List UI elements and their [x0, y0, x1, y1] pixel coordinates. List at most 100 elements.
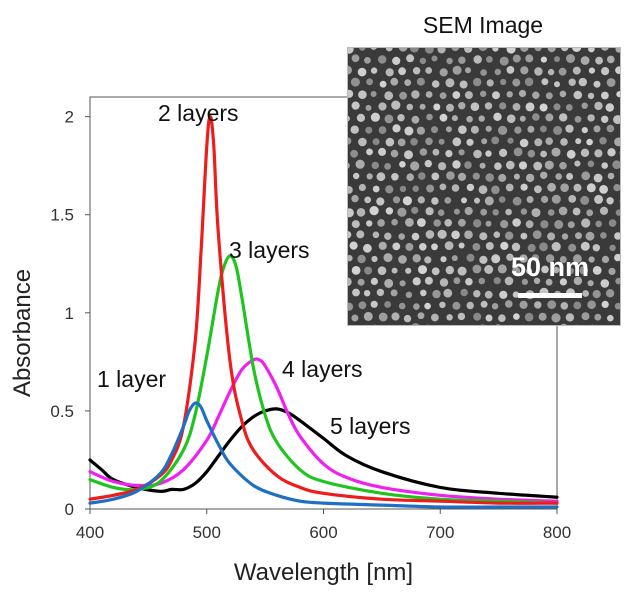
sem-particle [356, 113, 365, 122]
sem-particle [553, 103, 561, 111]
sem-particle [587, 160, 595, 168]
sem-particle [384, 232, 392, 240]
sem-particle [365, 104, 372, 111]
sem-particle [607, 55, 615, 64]
sem-particle [521, 278, 528, 285]
sem-particle [608, 219, 617, 227]
sem-particle [531, 208, 541, 218]
sem-particle [384, 114, 394, 124]
sem-particle [547, 300, 557, 309]
sem-particle [378, 126, 387, 134]
sem-particle [614, 137, 620, 147]
sem-particle [609, 244, 616, 251]
sem-particle [404, 150, 413, 160]
series-line-1 [88, 401, 559, 509]
sem-particle [458, 56, 466, 64]
sem-particle [601, 115, 609, 124]
sem-particle [551, 147, 561, 157]
sem-particle [480, 300, 488, 308]
sem-particle [431, 80, 440, 88]
sem-particle [452, 91, 461, 99]
sem-particle [348, 231, 352, 239]
sem-particle [385, 48, 393, 52]
sem-particle [458, 218, 466, 227]
sem-particle [424, 256, 432, 264]
sem-particle [356, 208, 366, 217]
sem-particle [614, 253, 620, 262]
sem-particle [397, 207, 407, 217]
sem-particle [459, 80, 468, 89]
sem-particle [370, 48, 377, 50]
y-tick-label: 1 [65, 304, 74, 323]
sem-particle [581, 127, 588, 134]
sem-particle [498, 314, 506, 323]
sem-particle [585, 231, 595, 241]
sem-particle [572, 66, 581, 75]
sem-particle [485, 173, 494, 182]
sem-particle [464, 161, 472, 169]
sem-particle [416, 126, 425, 135]
sem-particle [372, 231, 380, 239]
sem-particle [470, 125, 479, 134]
sem-particle [494, 68, 501, 76]
sem-particle [453, 208, 460, 215]
sem-particle [574, 160, 581, 167]
sem-particle [525, 220, 534, 229]
sem-particle [458, 149, 465, 156]
sem-particle [348, 48, 354, 54]
sem-particle [366, 148, 373, 156]
sem-particle [384, 163, 391, 170]
sem-particle [512, 218, 521, 227]
sem-particle [351, 266, 361, 275]
sem-particle [378, 55, 387, 64]
sem-particle [619, 150, 620, 155]
sem-particle [479, 162, 486, 169]
sem-particle [478, 277, 486, 285]
sem-particle [580, 195, 590, 205]
sem-particle [363, 243, 372, 253]
sem-particle [561, 233, 569, 240]
sem-particle [532, 113, 540, 121]
sem-particle [513, 173, 520, 180]
sem-particle [460, 288, 468, 297]
y-axis-title: Absorbance [9, 269, 36, 397]
sem-particle [573, 276, 583, 286]
sem-particle [561, 48, 569, 52]
sem-particle [348, 186, 353, 194]
sem-particle [499, 56, 509, 66]
x-axis-title: Wavelength [nm] [234, 559, 413, 586]
sem-particle [484, 265, 494, 274]
sem-particle [587, 114, 595, 122]
sem-particle [385, 207, 394, 215]
sem-particle [547, 232, 556, 241]
sem-particle [499, 102, 507, 110]
sem-particle [573, 254, 582, 264]
sem-particle [411, 206, 419, 214]
sem-particle [506, 253, 514, 261]
sem-particle [581, 312, 590, 321]
sem-particle [481, 138, 488, 145]
sem-particle [364, 57, 371, 64]
sem-particle [491, 185, 500, 195]
sem-particle [565, 313, 575, 322]
sem-particle [398, 48, 408, 52]
sem-particle [372, 185, 380, 193]
sem-particle [390, 77, 399, 86]
sem-particle [424, 159, 432, 168]
sem-particle [438, 138, 445, 145]
sem-particle [547, 209, 555, 216]
sem-particle [491, 303, 499, 310]
sem-particle [592, 290, 601, 299]
sem-particle [465, 67, 471, 74]
sem-particle [419, 148, 428, 156]
sem-particle [481, 324, 485, 325]
sem-particle [425, 207, 434, 216]
sem-particle [466, 138, 474, 146]
sem-particle [518, 161, 528, 170]
sem-particle [391, 267, 398, 274]
sem-particle [385, 137, 395, 147]
sem-particle [404, 79, 412, 86]
sem-particle [419, 243, 427, 251]
sem-particle [412, 67, 421, 75]
